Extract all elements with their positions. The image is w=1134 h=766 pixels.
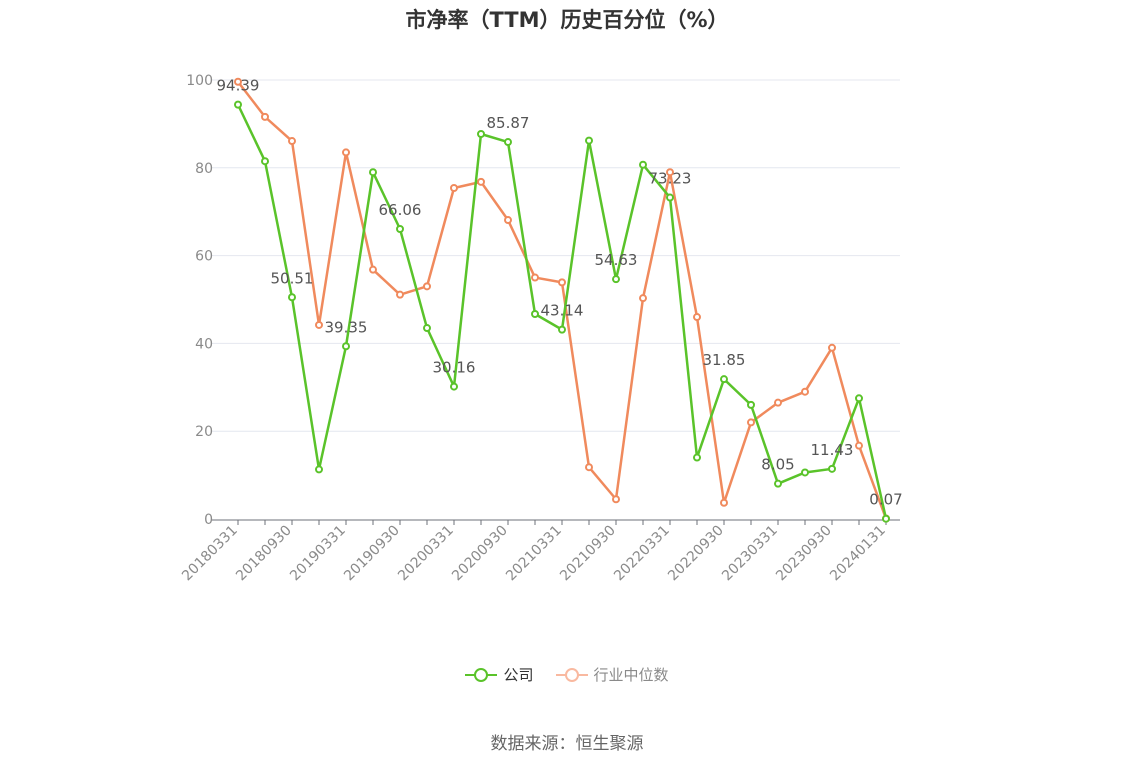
data-labels: 94.39 50.51 39.35 66.06 30.16 85.87 43.14 54.63… [217,77,903,509]
x-tick-label: 20210930 [557,523,619,585]
data-point[interactable] [612,495,620,504]
data-point[interactable] [585,463,593,472]
data-point[interactable] [828,464,836,473]
legend-item-company[interactable]: 公司 [465,664,534,685]
x-tick-label: 20240131 [827,523,889,585]
data-point[interactable] [639,160,647,169]
x-tick-label: 20220930 [665,523,727,585]
data-label: 30.16 [433,359,476,377]
data-point[interactable] [288,137,296,146]
data-point[interactable] [450,382,458,391]
data-point[interactable] [774,479,782,488]
data-point[interactable] [801,468,809,477]
data-label: 0.07 [869,491,902,509]
y-tick-label: 40 [195,336,213,352]
data-point[interactable] [747,400,755,409]
x-tick-label: 20180930 [233,523,295,585]
data-point[interactable] [882,514,890,523]
x-tick-label: 20190930 [341,523,403,585]
data-point[interactable] [342,148,350,157]
data-point[interactable] [288,293,296,302]
legend-label-industry-median: 行业中位数 [593,666,669,684]
x-tick-label: 20200331 [395,523,457,585]
data-point[interactable] [639,294,647,303]
data-point[interactable] [504,138,512,147]
data-label: 43.14 [541,302,584,320]
legend-item-industry-median[interactable]: 行业中位数 [555,664,669,685]
data-point[interactable] [315,465,323,474]
data-point[interactable] [693,313,701,322]
legend-label-company: 公司 [503,666,534,684]
data-label: 85.87 [487,114,530,132]
data-point[interactable] [423,324,431,333]
data-point[interactable] [558,325,566,334]
data-point[interactable] [477,177,485,186]
data-point[interactable] [585,136,593,145]
data-point[interactable] [261,112,269,121]
data-point[interactable] [477,129,485,138]
series-line-industry-median [237,80,888,519]
x-tick-label: 20230331 [719,523,781,585]
data-point[interactable] [531,273,539,282]
data-point[interactable] [612,275,620,284]
data-point[interactable] [855,394,863,403]
data-point[interactable] [396,290,404,299]
x-tick-label: 20200930 [449,523,511,585]
data-point[interactable] [693,453,701,462]
x-tick-label: 20230930 [773,523,835,585]
data-label: 94.39 [217,77,260,95]
data-label: 11.43 [811,441,854,459]
data-label: 66.06 [379,201,422,219]
data-source-note: 数据来源：恒生聚源 [490,734,644,754]
data-label: 8.05 [761,456,794,474]
data-point[interactable] [396,224,404,233]
chart-title: 市净率（TTM）历史百分位（%） [405,8,729,32]
data-point[interactable] [720,375,728,384]
data-point[interactable] [855,441,863,450]
data-label: 54.63 [595,251,638,269]
data-point[interactable] [774,398,782,407]
data-label: 50.51 [271,269,314,287]
x-tick-label: 20220331 [611,523,673,585]
data-point[interactable] [801,387,809,396]
data-point[interactable] [450,183,458,192]
data-point[interactable] [531,309,539,318]
y-tick-label: 0 [204,512,213,528]
data-point[interactable] [315,320,323,329]
data-point[interactable] [342,342,350,351]
data-label: 31.85 [703,351,746,369]
x-tick-label: 20210331 [503,523,565,585]
data-point[interactable] [666,168,674,177]
x-tick-label: 20190331 [287,523,349,585]
data-point[interactable] [234,77,242,86]
grid-lines [212,79,900,432]
data-point[interactable] [504,216,512,225]
y-tick-label: 80 [195,161,213,177]
series-lines [234,77,890,523]
data-point[interactable] [666,193,674,202]
data-label: 39.35 [325,318,368,336]
data-point[interactable] [423,282,431,291]
data-point[interactable] [828,343,836,352]
legend: 公司 行业中位数 [0,664,1134,685]
data-point[interactable] [234,100,242,109]
y-tick-label: 100 [186,73,213,89]
x-tick-label: 20180331 [179,523,241,585]
axes: 0 20 40 60 80 100 2018033120180930201903312019… [179,73,900,584]
data-point[interactable] [261,157,269,166]
legend-marker-icon [465,667,498,682]
y-tick-label: 20 [195,424,213,440]
data-point[interactable] [369,168,377,177]
data-point[interactable] [747,418,755,427]
data-point[interactable] [558,278,566,287]
y-tick-label: 60 [195,249,213,265]
data-point[interactable] [720,498,728,507]
data-label: 73.23 [649,170,692,188]
legend-marker-icon [555,667,588,682]
data-point[interactable] [369,265,377,274]
